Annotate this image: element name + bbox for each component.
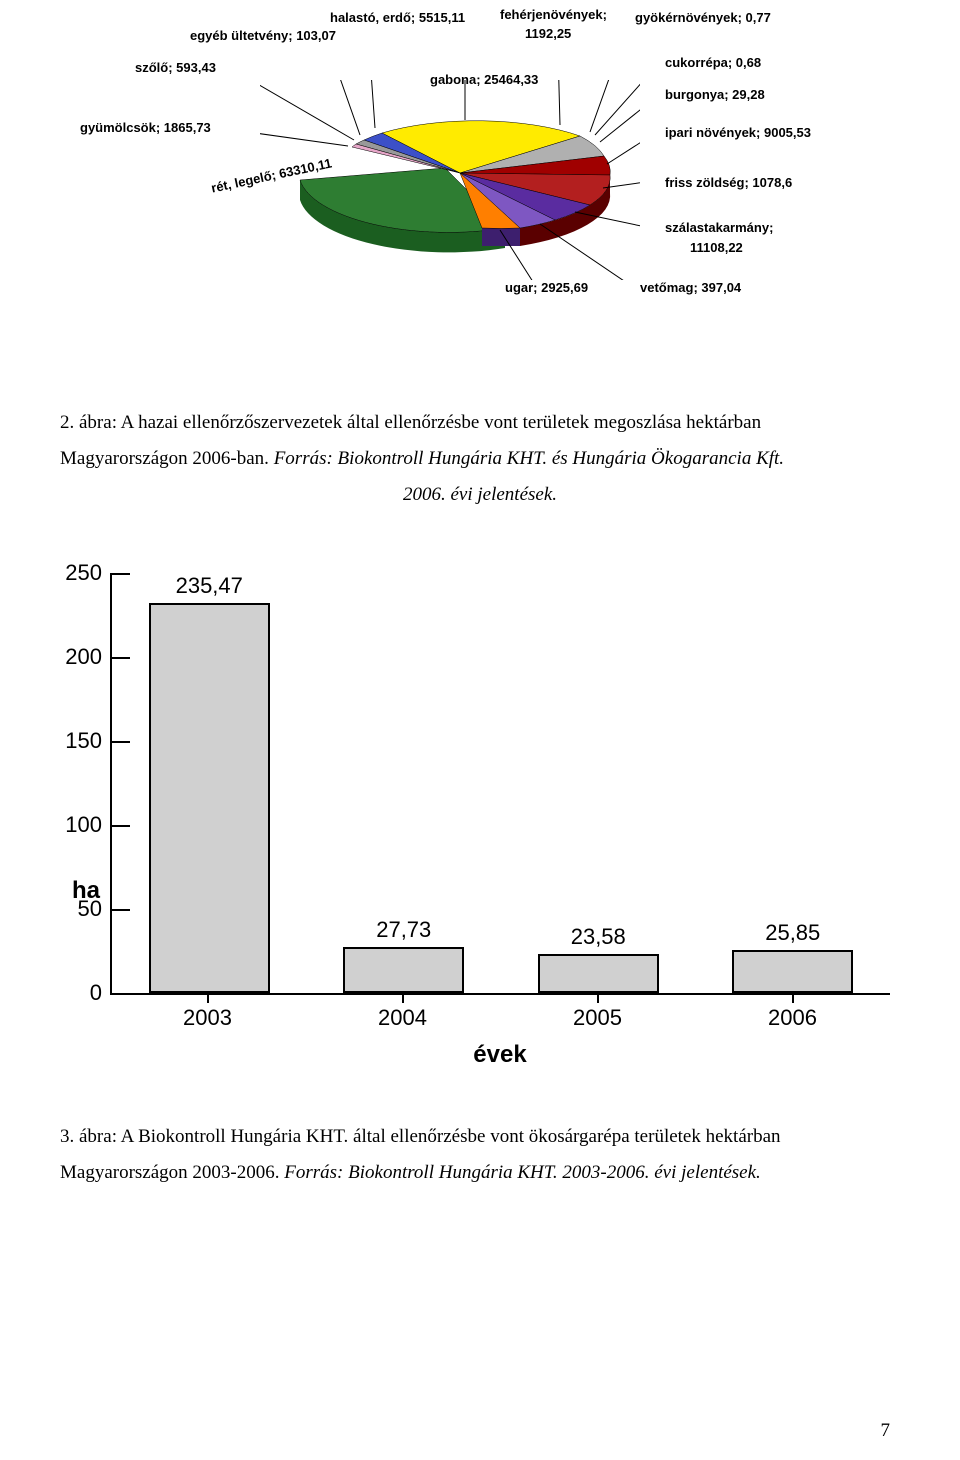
pie-label-friss: friss zöldség; 1078,6 <box>665 175 792 190</box>
bar-rect <box>343 947 464 994</box>
pie-chart-figure: halastó, erdő; 5515,11 egyéb ültetvény; … <box>60 10 900 350</box>
bar-ytick-label: 250 <box>65 560 112 586</box>
bar-slot: 23,58 <box>501 573 696 993</box>
caption2-line2a: Magyarországon 2003-2006. <box>60 1162 284 1183</box>
bar-xtick-label: 2006 <box>695 995 890 1031</box>
bar-rect <box>732 950 853 993</box>
page-number: 7 <box>881 1420 891 1442</box>
bar-value-label: 235,47 <box>176 573 243 599</box>
pie-label-szalas-1: szálastakarmány; <box>665 220 773 235</box>
figure-3-caption: 3. ábra: A Biokontroll Hungária KHT. ált… <box>60 1119 900 1191</box>
bar-x-axis: 2003200420052006 <box>110 993 890 1031</box>
pie-label-ugar: ugar; 2925,69 <box>505 280 588 295</box>
bar-ytick-label: 200 <box>65 644 112 670</box>
bar-rect <box>149 603 270 993</box>
caption1-line2a: Magyarországon 2006-ban. <box>60 448 274 469</box>
pie-label-halasto-erdo: halastó, erdő; 5515,11 <box>330 10 465 25</box>
caption2-line2b: Forrás: Biokontroll Hungária KHT. 2003-2… <box>284 1162 761 1183</box>
bar-bars-container: 235,47 27,73 23,58 25,85 <box>112 573 890 993</box>
bar-value-label: 23,58 <box>571 924 626 950</box>
bar-value-label: 25,85 <box>765 920 820 946</box>
bar-plot-area: 050100150200250235,4727,7323,5825,85 <box>110 573 890 993</box>
bar-slot: 235,47 <box>112 573 307 993</box>
bar-xtick-label: 2003 <box>110 995 305 1031</box>
figure-2-caption: 2. ábra: A hazai ellenőrzőszervezetek ál… <box>60 405 900 513</box>
pie-label-cukorrepa: cukorrépa; 0,68 <box>665 55 761 70</box>
pie-label-feherje-1: fehérjenövények; <box>500 7 607 22</box>
pie-label-gyumolcsok: gyümölcsök; 1865,73 <box>80 120 211 135</box>
bar-rect <box>538 954 659 994</box>
bar-value-label: 27,73 <box>376 917 431 943</box>
bar-ytick-label: 0 <box>90 980 112 1006</box>
caption1-line1: 2. ábra: A hazai ellenőrzőszervezetek ál… <box>60 405 900 441</box>
pie-svg <box>260 80 640 280</box>
bar-ytick-label: 150 <box>65 728 112 754</box>
pie-label-ipari: ipari növények; 9005,53 <box>665 125 811 140</box>
pie-label-burgonya: burgonya; 29,28 <box>665 87 765 102</box>
bar-ytick-label: 50 <box>78 896 112 922</box>
pie-label-egyeb-ultetveny: egyéb ültetvény; 103,07 <box>190 28 336 43</box>
page: halastó, erdő; 5515,11 egyéb ültetvény; … <box>0 0 960 1460</box>
caption1-line2b: Forrás: Biokontroll Hungária KHT. és Hun… <box>274 448 784 469</box>
pie-label-feherje-2: 1192,25 <box>525 26 571 41</box>
bar-chart-figure: ha 050100150200250235,4727,7323,5825,85 … <box>70 573 890 1069</box>
bar-xtick-label: 2005 <box>500 995 695 1031</box>
bar-slot: 25,85 <box>696 573 891 993</box>
caption2-line1: 3. ábra: A Biokontroll Hungária KHT. ált… <box>60 1119 900 1155</box>
bar-x-axis-title: évek <box>110 1041 890 1069</box>
bar-slot: 27,73 <box>307 573 502 993</box>
bar-ytick-label: 100 <box>65 812 112 838</box>
bar-xtick-label: 2004 <box>305 995 500 1031</box>
caption1-line3: 2006. évi jelentések. <box>60 477 900 513</box>
pie-label-vetomag: vetőmag; 397,04 <box>640 280 741 295</box>
pie-label-szolo: szőlő; 593,43 <box>135 60 216 75</box>
pie-label-gyoker: gyökérnövények; 0,77 <box>635 10 771 25</box>
pie-label-szalas-2: 11108,22 <box>690 240 743 255</box>
